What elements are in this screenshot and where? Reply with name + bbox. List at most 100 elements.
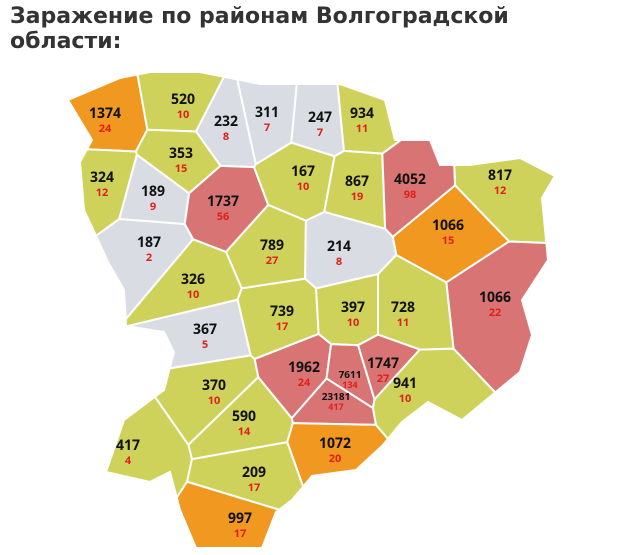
cases: 417: [116, 436, 140, 455]
deaths: 5: [202, 337, 208, 352]
cases: 590: [232, 407, 256, 426]
deaths: 98: [404, 187, 417, 202]
deaths: 20: [329, 451, 342, 466]
cases: 4052: [394, 170, 426, 189]
deaths: 7: [317, 125, 323, 140]
cases: 1962: [288, 358, 320, 377]
cases: 867: [345, 172, 369, 191]
deaths: 56: [217, 209, 230, 224]
cases: 326: [181, 270, 205, 289]
cases: 728: [391, 298, 415, 317]
deaths: 134: [342, 378, 357, 391]
deaths: 12: [96, 185, 109, 200]
deaths: 2: [146, 250, 152, 265]
deaths: 417: [328, 400, 343, 413]
deaths: 10: [297, 179, 310, 194]
deaths: 10: [347, 315, 360, 330]
cases: 370: [202, 376, 226, 395]
deaths: 4: [125, 453, 132, 468]
deaths: 12: [494, 183, 507, 198]
cases: 7611: [339, 367, 362, 381]
deaths: 14: [238, 424, 251, 439]
district: [94, 217, 195, 323]
cases: 311: [255, 103, 279, 122]
deaths: 17: [248, 480, 261, 495]
cases: 189: [141, 182, 165, 201]
deaths: 22: [489, 305, 502, 320]
deaths: 10: [399, 391, 412, 406]
cases: 397: [341, 298, 365, 317]
cases: 214: [327, 237, 351, 256]
cases: 187: [137, 233, 161, 252]
deaths: 27: [377, 371, 390, 386]
title: Заражение по районам Волгоградской облас…: [10, 4, 509, 54]
cases: 1066: [432, 216, 464, 235]
cases: 934: [350, 104, 374, 123]
cases: 23181: [322, 389, 351, 403]
cases: 817: [488, 166, 512, 185]
cases: 247: [308, 108, 332, 127]
cases: 353: [169, 144, 193, 163]
deaths: 24: [298, 375, 311, 390]
cases: 997: [228, 509, 252, 528]
districts: [66, 71, 557, 549]
deaths: 10: [177, 107, 190, 122]
cases: 941: [393, 374, 417, 393]
cases: 1072: [319, 434, 351, 453]
deaths: 24: [99, 121, 112, 136]
deaths: 11: [356, 121, 369, 136]
deaths: 15: [175, 161, 188, 176]
cases: 1374: [89, 104, 121, 123]
deaths: 15: [442, 233, 455, 248]
deaths: 11: [397, 315, 410, 330]
cases: 520: [171, 90, 195, 109]
deaths: 17: [234, 526, 247, 541]
deaths: 27: [266, 253, 279, 268]
district: [175, 480, 282, 549]
deaths: 10: [208, 393, 221, 408]
cases: 167: [291, 162, 315, 181]
cases: 1747: [367, 354, 399, 373]
cases: 1066: [479, 288, 511, 307]
deaths: 9: [150, 199, 156, 214]
cases: 324: [90, 168, 114, 187]
deaths: 10: [187, 287, 200, 302]
deaths: 8: [336, 254, 342, 269]
cases: 739: [270, 302, 294, 321]
cases: 209: [242, 463, 266, 482]
deaths: 7: [264, 120, 270, 135]
cases: 1737: [207, 192, 239, 211]
deaths: 19: [351, 189, 364, 204]
